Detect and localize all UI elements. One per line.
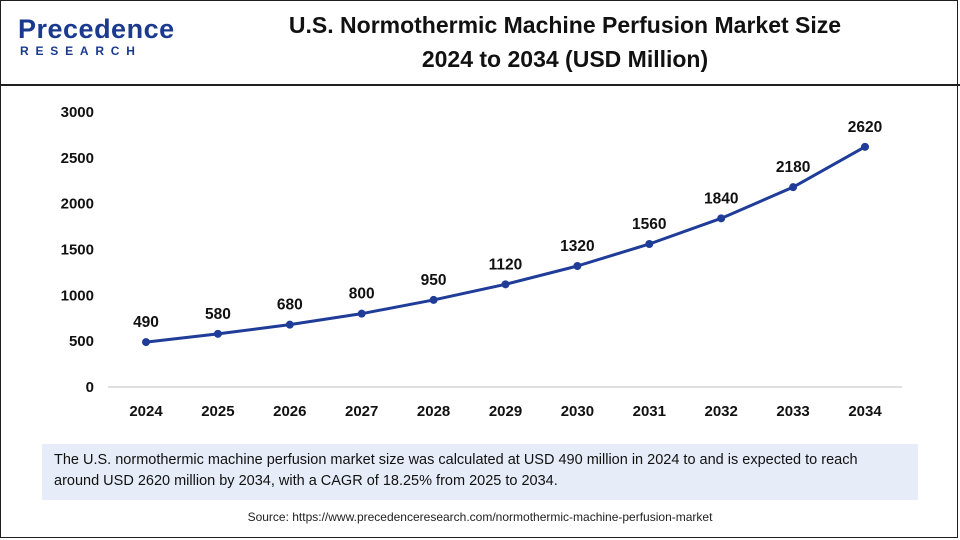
x-tick-label: 2034 [848, 403, 882, 420]
data-label: 490 [133, 314, 159, 331]
data-point [213, 329, 222, 338]
y-tick-label: 1500 [61, 242, 94, 259]
data-label: 1560 [632, 216, 666, 233]
x-tick-label: 2032 [705, 403, 738, 420]
source-line: Source: https://www.precedenceresearch.c… [247, 510, 713, 524]
data-label: 580 [205, 306, 231, 323]
data-label: 1320 [560, 238, 594, 255]
data-point [357, 309, 366, 318]
summary-box: The U.S. normothermic machine perfusion … [42, 444, 918, 500]
x-tick-label: 2024 [129, 403, 163, 420]
data-points [142, 142, 869, 347]
data-label: 950 [421, 272, 447, 289]
data-labels: 490 580 680 800 950 1120 1320 1560 1840 2180 2620 [133, 119, 882, 331]
series-line [145, 145, 866, 344]
header: Precedence RESEARCH U.S. Normothermic Ma… [0, 0, 960, 86]
data-point [645, 240, 654, 248]
y-tick-label: 1000 [61, 287, 94, 304]
data-label: 1840 [704, 190, 738, 207]
data-point [285, 320, 294, 329]
summary-text: The U.S. normothermic machine perfusion … [54, 452, 858, 489]
data-point [573, 262, 582, 270]
brand-logo: Precedence RESEARCH [18, 14, 175, 74]
data-label: 800 [349, 286, 375, 303]
y-tick-label: 2500 [61, 150, 94, 167]
data-point [717, 214, 726, 223]
y-tick-label: 500 [69, 333, 94, 350]
chart-subtitle: 2024 to 2034 (USD Million) [421, 46, 709, 72]
data-point [429, 295, 438, 304]
x-tick-label: 2028 [417, 403, 450, 420]
x-tick-label: 2026 [273, 403, 306, 420]
chart-title-block: U.S. Normothermic Machine Perfusion Mark… [180, 8, 950, 76]
logo-wordmark: Precedence [18, 14, 175, 44]
data-point [861, 142, 869, 151]
data-point [789, 183, 798, 192]
y-tick-label: 0 [86, 379, 94, 396]
x-tick-label: 2031 [633, 403, 666, 420]
x-tick-label: 2029 [489, 403, 522, 420]
chart-title: U.S. Normothermic Machine Perfusion Mark… [288, 12, 842, 38]
data-label: 2180 [776, 159, 810, 176]
y-tick-label: 2000 [61, 196, 94, 213]
data-label: 2620 [848, 119, 882, 136]
y-tick-label: 3000 [61, 104, 94, 121]
data-label: 1120 [489, 256, 523, 273]
x-tick-label: 2025 [201, 403, 234, 420]
data-point [142, 338, 150, 347]
x-tick-label: 2030 [561, 403, 594, 420]
x-axis: 2024 2025 2026 2027 2028 2029 2030 2031 2032 2033… [129, 403, 882, 420]
x-tick-label: 2033 [776, 403, 809, 420]
y-axis: 0 500 1000 1500 2000 2500 3000 [61, 104, 94, 396]
x-tick-label: 2027 [345, 403, 378, 420]
data-point [501, 280, 510, 289]
logo-subtitle: RESEARCH [20, 44, 142, 58]
data-label: 680 [277, 297, 303, 314]
